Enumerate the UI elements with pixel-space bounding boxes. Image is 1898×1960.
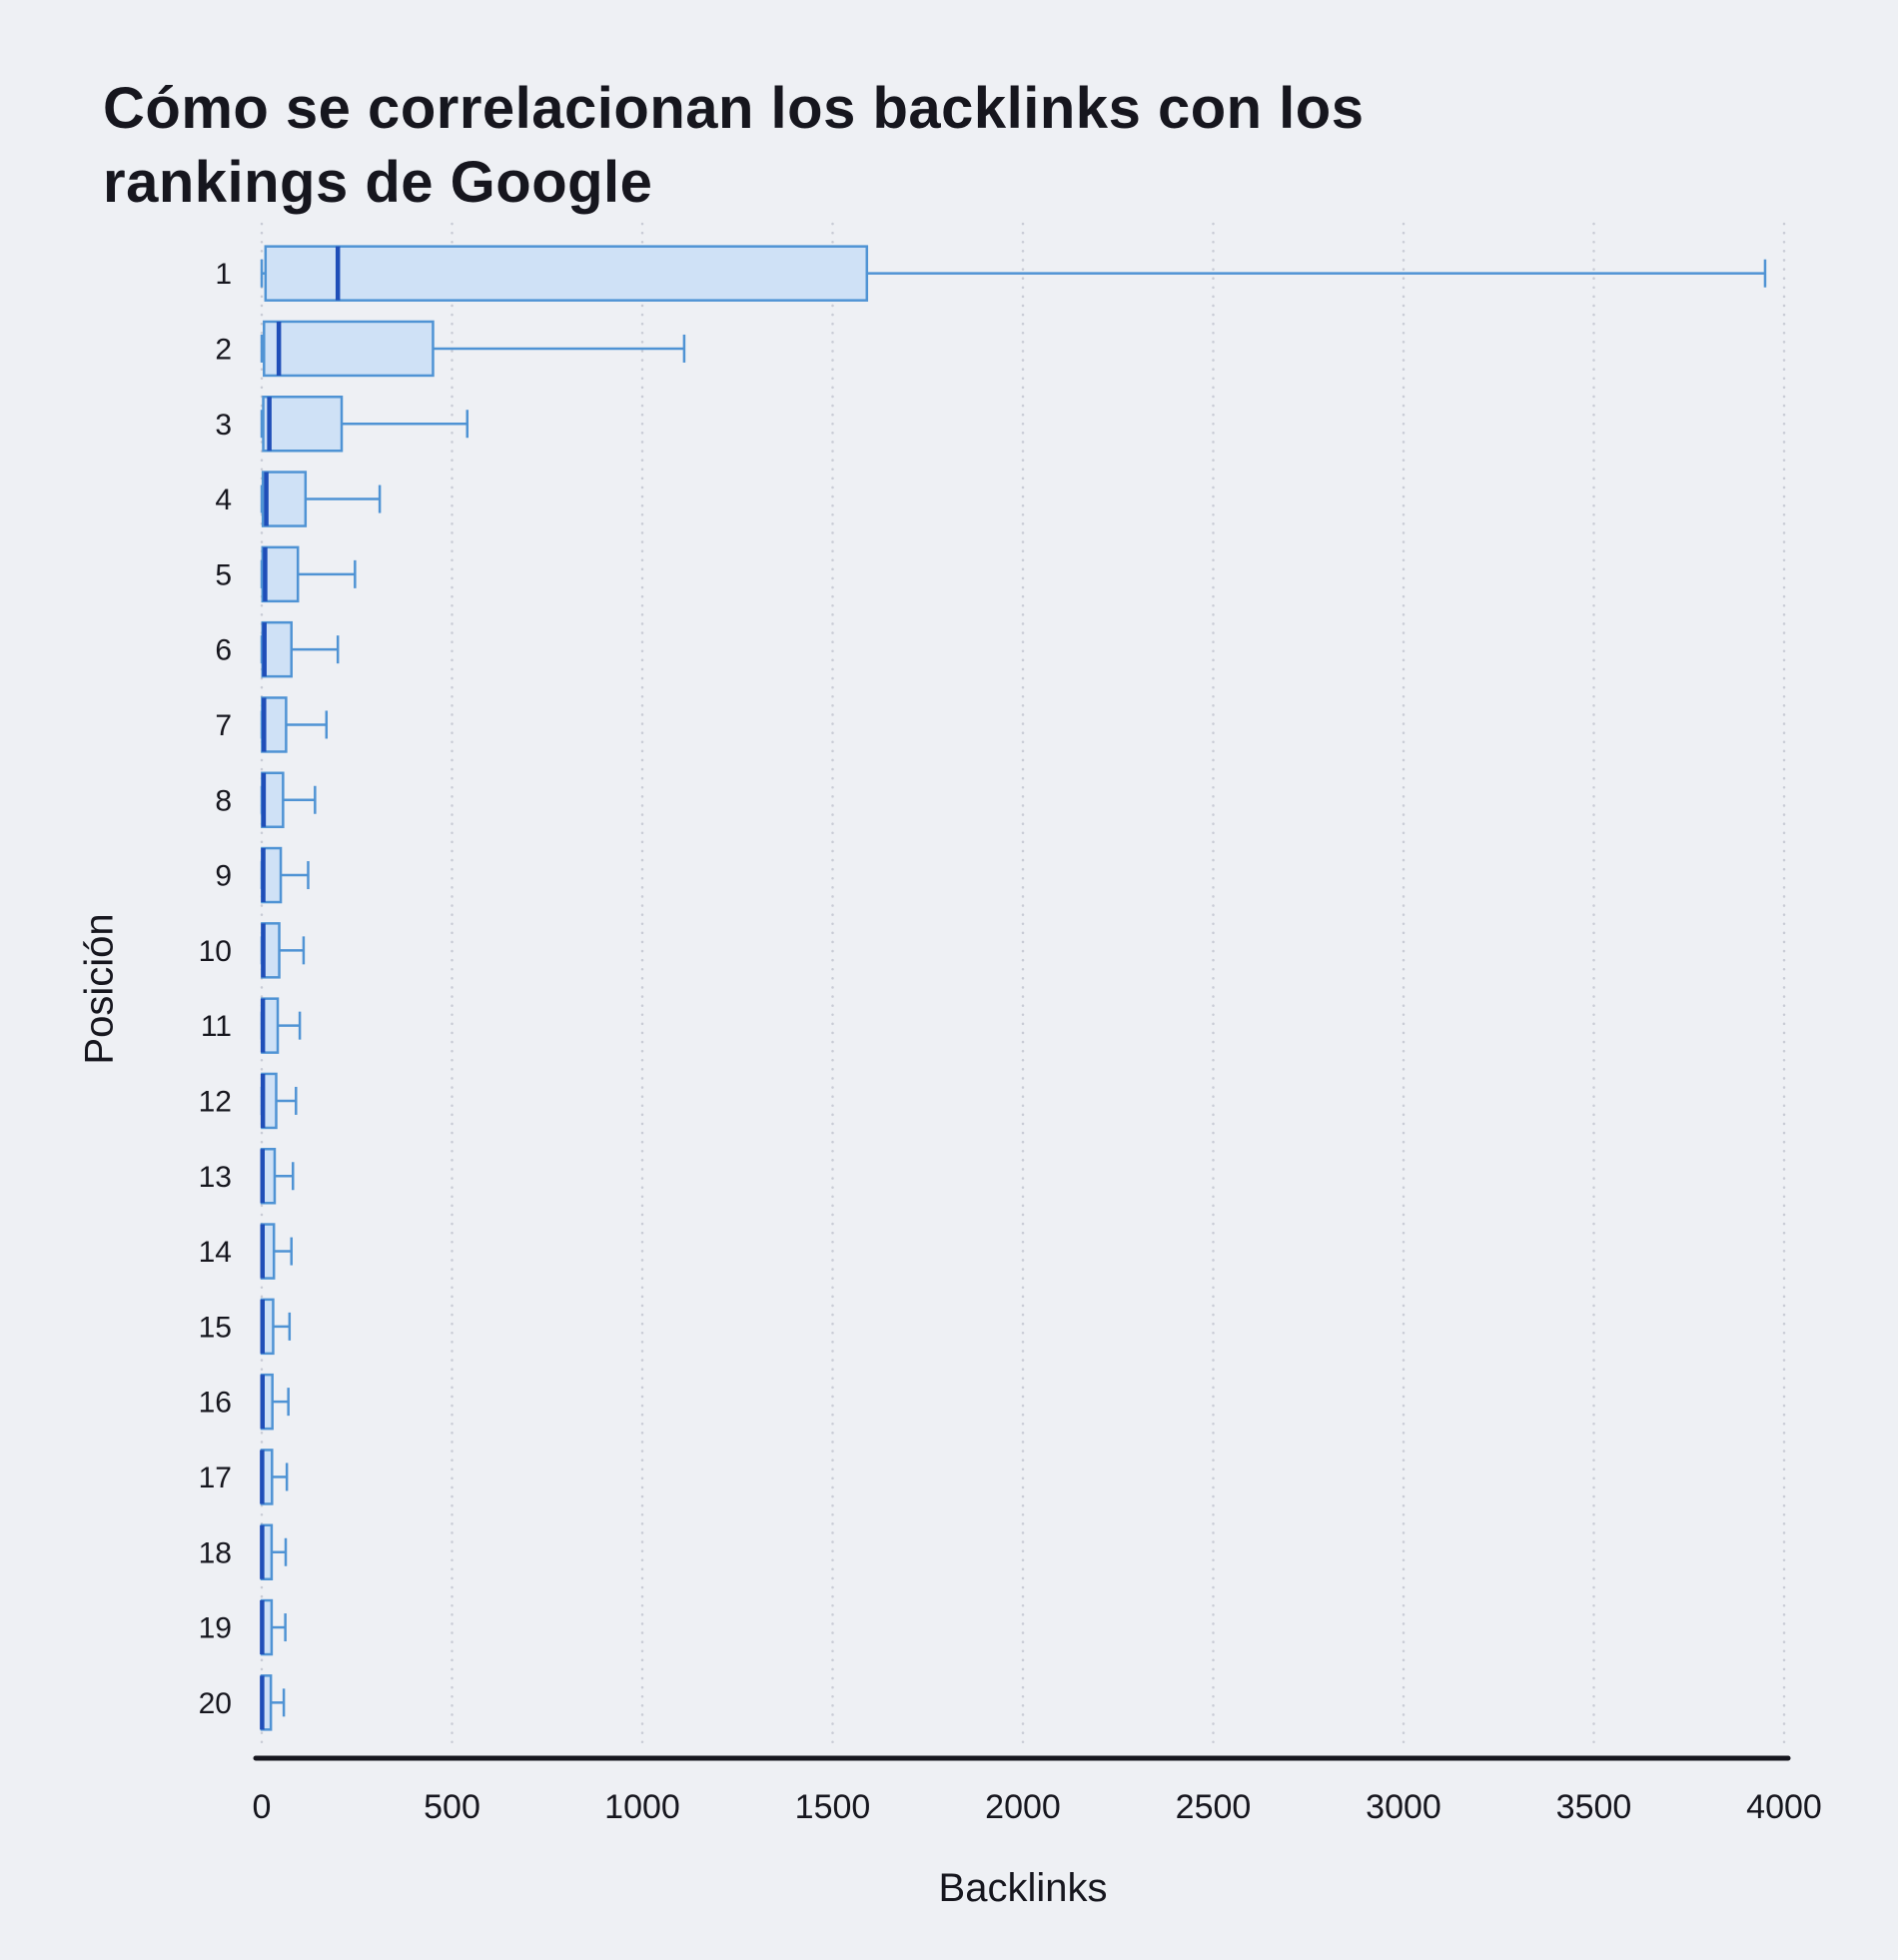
y-tick-label: 10 (199, 935, 232, 968)
y-tick-label: 7 (215, 709, 232, 742)
y-tick-label: 19 (199, 1612, 232, 1645)
y-tick-label: 15 (199, 1311, 232, 1344)
y-tick-label: 20 (199, 1687, 232, 1720)
y-tick-label: 13 (199, 1161, 232, 1194)
y-tick-label: 12 (199, 1085, 232, 1118)
y-tick-label: 3 (215, 409, 232, 442)
x-tick-label: 500 (424, 1788, 480, 1826)
y-tick-label: 6 (215, 634, 232, 667)
iqr-box (261, 545, 300, 603)
y-tick-label: 1 (215, 258, 232, 291)
chart-title: Cómo se correlacionan los backlinks con … (103, 76, 1365, 216)
x-tick-label: 3000 (1366, 1788, 1441, 1826)
iqr-box (261, 620, 293, 678)
iqr-box (264, 245, 869, 302)
y-tick-label: 9 (215, 860, 232, 893)
x-tick-label: 3500 (1556, 1788, 1632, 1826)
y-tick-label: 2 (215, 333, 232, 366)
iqr-box (261, 471, 308, 527)
iqr-box (262, 396, 344, 453)
x-tick-label: 0 (253, 1788, 272, 1826)
y-tick-label: 5 (215, 558, 232, 591)
x-tick-label: 1000 (604, 1788, 680, 1826)
y-axis-title: Posición (77, 913, 122, 1065)
x-tick-label: 4000 (1746, 1788, 1822, 1826)
y-tick-label: 8 (215, 784, 232, 817)
iqr-box (263, 320, 435, 378)
x-tick-label: 1500 (795, 1788, 871, 1826)
y-tick-label: 17 (199, 1462, 232, 1494)
x-axis-title: Backlinks (938, 1866, 1108, 1910)
y-tick-label: 14 (199, 1236, 232, 1269)
x-tick-label: 2500 (1176, 1788, 1252, 1826)
y-tick-label: 18 (199, 1536, 232, 1569)
y-tick-label: 4 (215, 484, 232, 516)
x-tick-label: 2000 (985, 1788, 1061, 1826)
y-tick-label: 11 (201, 1010, 232, 1043)
y-tick-label: 16 (199, 1387, 232, 1420)
